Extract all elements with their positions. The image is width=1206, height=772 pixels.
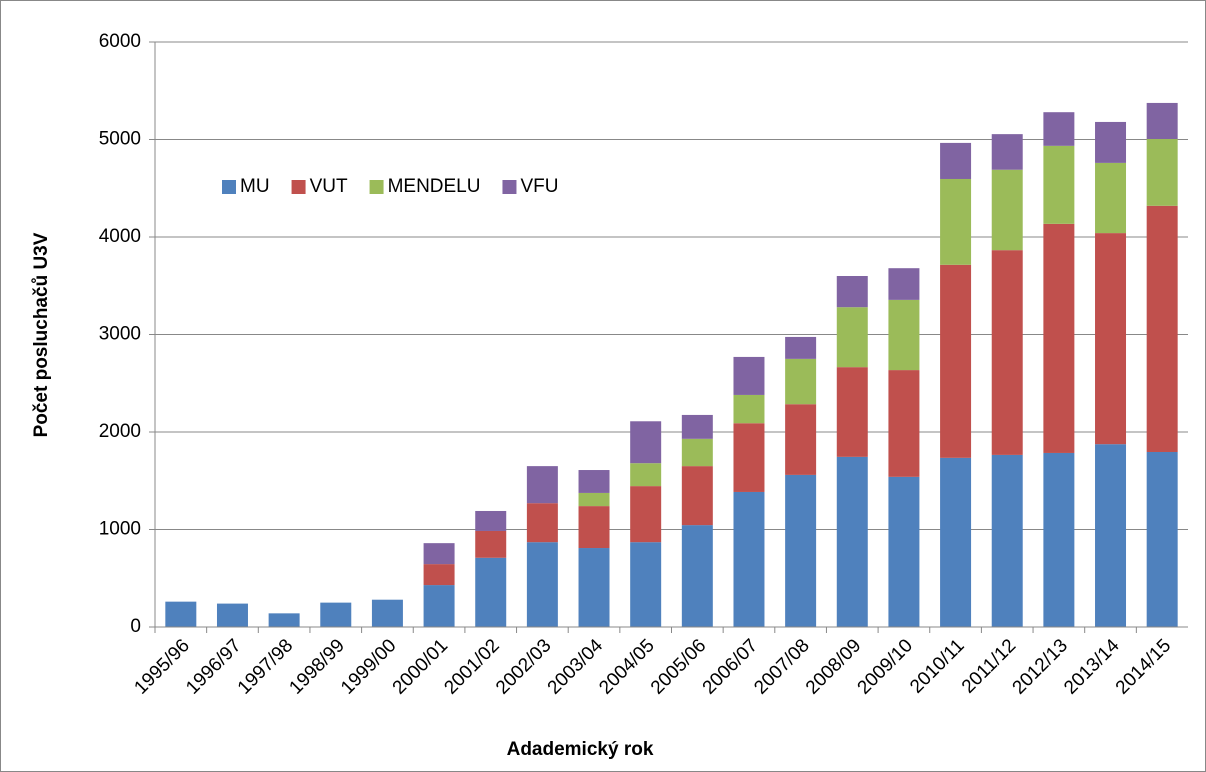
bar-segment bbox=[475, 510, 507, 531]
bar-segment bbox=[578, 492, 610, 507]
bar-segment bbox=[475, 557, 507, 627]
bar-segment bbox=[888, 476, 920, 627]
bar-segment bbox=[1146, 451, 1178, 627]
legend-swatch bbox=[222, 180, 236, 194]
y-tick-label: 5000 bbox=[99, 129, 141, 150]
bar-segment bbox=[216, 603, 248, 627]
bar-segment bbox=[733, 394, 765, 424]
bar-segment bbox=[681, 466, 713, 526]
bar-segment bbox=[836, 307, 868, 368]
bar-segment bbox=[940, 178, 972, 265]
bar-segment bbox=[630, 421, 662, 464]
x-axis-title: Adademický rok bbox=[507, 739, 654, 760]
bar-segment bbox=[1146, 205, 1178, 452]
legend-label: MENDELU bbox=[388, 176, 481, 197]
bar-segment bbox=[785, 404, 817, 475]
bar-segment bbox=[578, 470, 610, 493]
legend-swatch bbox=[291, 180, 306, 194]
bar-segment bbox=[1095, 233, 1127, 445]
bar-segment bbox=[1095, 121, 1127, 163]
bar-segment bbox=[630, 463, 662, 487]
bar-segment bbox=[1043, 223, 1075, 453]
legend-label: VUT bbox=[310, 176, 348, 197]
bar-segment bbox=[785, 336, 817, 359]
bar-segment bbox=[526, 466, 558, 504]
bar-segment bbox=[1043, 452, 1075, 627]
bar-segment bbox=[991, 250, 1023, 455]
bar-segment bbox=[475, 530, 507, 558]
bar-segment bbox=[733, 356, 765, 395]
bar-segment bbox=[371, 599, 403, 627]
bar-segment bbox=[681, 525, 713, 627]
bar-segment bbox=[681, 414, 713, 439]
bar-segment bbox=[165, 601, 197, 627]
bar-segment bbox=[940, 264, 972, 458]
bar-segment bbox=[836, 276, 868, 308]
bar-segment bbox=[526, 542, 558, 627]
bar-segment bbox=[630, 542, 662, 627]
bar-segment bbox=[888, 370, 920, 477]
bar-segment bbox=[991, 454, 1023, 627]
bar-segment bbox=[630, 486, 662, 543]
y-tick-label: 1000 bbox=[99, 519, 141, 540]
y-axis-title: Počet posluchačů U3V bbox=[31, 232, 52, 437]
bar-segment bbox=[320, 602, 352, 627]
bar-segment bbox=[423, 564, 455, 586]
bar-segment bbox=[423, 543, 455, 565]
bar-segment bbox=[268, 613, 300, 627]
legend-label: MU bbox=[240, 176, 270, 197]
y-tick-label: 0 bbox=[130, 616, 141, 637]
bar-segment bbox=[423, 585, 455, 627]
bar-segment bbox=[733, 491, 765, 627]
bar-segment bbox=[991, 169, 1023, 251]
legend-label: VFU bbox=[520, 176, 558, 197]
bar-segment bbox=[991, 134, 1023, 170]
bar-segment bbox=[1043, 145, 1075, 224]
bar-segment bbox=[681, 438, 713, 467]
bar-segment bbox=[836, 367, 868, 457]
y-tick-label: 4000 bbox=[99, 226, 141, 247]
bar-segment bbox=[940, 142, 972, 179]
bar-segment bbox=[733, 423, 765, 492]
y-tick-label: 6000 bbox=[99, 31, 141, 52]
bar-segment bbox=[940, 457, 972, 627]
bar-segment bbox=[526, 503, 558, 543]
bar-segment bbox=[578, 506, 610, 549]
legend-swatch bbox=[369, 180, 384, 194]
bar-segment bbox=[1043, 112, 1075, 146]
legend-swatch bbox=[502, 180, 517, 194]
bar-segment bbox=[1095, 444, 1127, 627]
bar-segment bbox=[1095, 162, 1127, 234]
y-tick-label: 2000 bbox=[99, 421, 141, 442]
bar-segment bbox=[836, 456, 868, 627]
bar-segment bbox=[785, 474, 817, 627]
bar-segment bbox=[785, 358, 817, 405]
y-tick-label: 3000 bbox=[99, 324, 141, 345]
bar-segment bbox=[578, 548, 610, 627]
bar-segment bbox=[1146, 139, 1178, 206]
bar-segment bbox=[888, 299, 920, 371]
bar-segment bbox=[1146, 102, 1178, 140]
bar-segment bbox=[888, 268, 920, 300]
